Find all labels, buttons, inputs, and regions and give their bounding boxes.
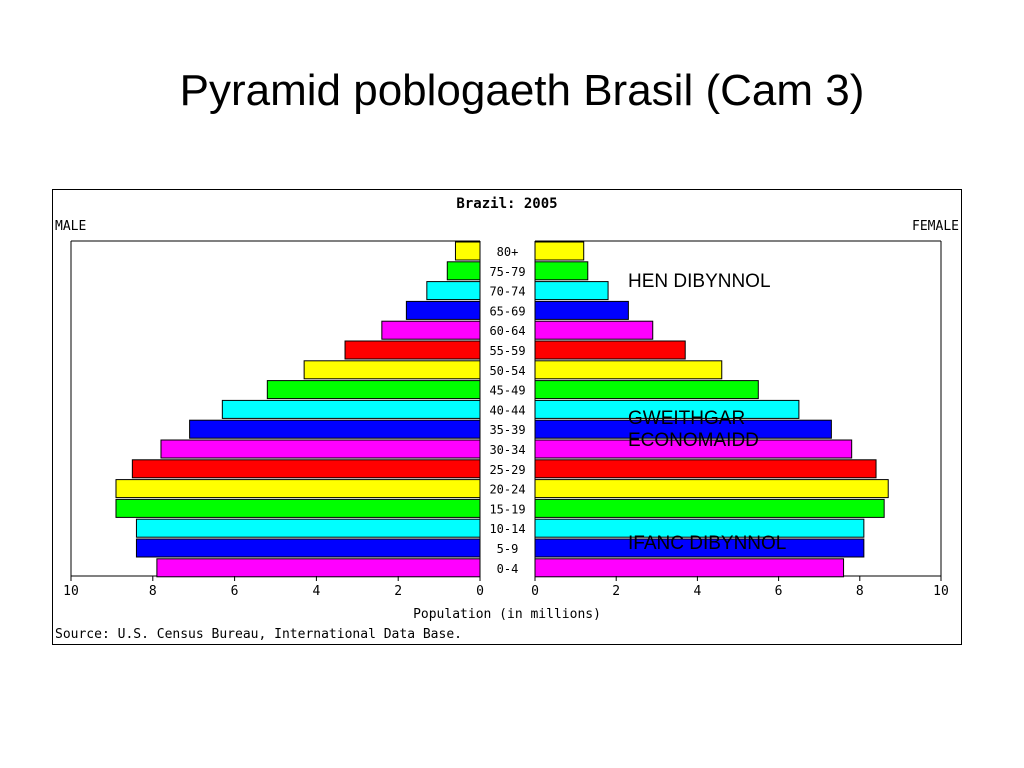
male-bar-25-29 <box>131 459 481 479</box>
age-group-label: 50-54 <box>489 364 525 378</box>
female-bar-50-54 <box>534 360 723 380</box>
male-bar-55-59 <box>344 340 481 360</box>
age-group-label: 25-29 <box>489 463 525 477</box>
male-bar-45-49 <box>266 380 481 400</box>
female-bar-0-4 <box>534 558 845 578</box>
female-tick-label: 8 <box>856 584 864 599</box>
slide-title: Pyramid poblogaeth Brasil (Cam 3) <box>179 66 865 115</box>
age-group-label: 60-64 <box>489 324 525 338</box>
age-labels-layer: 80+ 75-79 70-74 65-69 60-64 55-59 50-54 45-49 40… <box>489 245 525 576</box>
bars-layer <box>115 241 889 578</box>
age-group-label: 65-69 <box>489 304 525 318</box>
male-bar-70-74 <box>426 281 481 301</box>
annotation-workers: GWEITHGAR ECONOMAIDD <box>628 408 759 451</box>
male-bar-15-19 <box>115 498 481 518</box>
female-tick-label: 10 <box>933 584 949 599</box>
male-bar-60-64 <box>381 320 481 340</box>
age-group-label: 70-74 <box>489 285 525 299</box>
x-axis-label: Population (in millions) <box>413 607 601 622</box>
male-tick-label: 6 <box>231 584 239 599</box>
female-bar-70-74 <box>534 281 609 301</box>
age-group-label: 10-14 <box>489 522 525 536</box>
male-bar-50-54 <box>303 360 481 380</box>
male-bar-35-39 <box>189 419 481 439</box>
age-group-label: 30-34 <box>489 443 525 457</box>
male-label: MALE <box>55 219 86 234</box>
female-bar-75-79 <box>534 261 589 281</box>
age-group-label: 15-19 <box>489 502 525 516</box>
female-bar-80+ <box>534 241 585 261</box>
female-bar-10-14 <box>534 518 865 538</box>
male-bar-40-44 <box>221 399 481 419</box>
female-bar-15-19 <box>534 498 885 518</box>
population-pyramid-chart: Brazil: 2005 MALE FEMALE 80+ 75-79 70-74 65… <box>52 189 962 645</box>
male-tick-label: 4 <box>312 584 320 599</box>
female-tick-label: 0 <box>531 584 539 599</box>
age-group-label: 5-9 <box>497 542 519 556</box>
female-tick-label: 6 <box>775 584 783 599</box>
male-bar-65-69 <box>405 300 481 320</box>
male-bar-20-24 <box>115 479 481 499</box>
age-group-label: 0-4 <box>497 562 519 576</box>
age-group-label: 75-79 <box>489 265 525 279</box>
male-bar-0-4 <box>156 558 481 578</box>
male-tick-label: 10 <box>63 584 79 599</box>
age-group-label: 40-44 <box>489 403 525 417</box>
age-group-label: 35-39 <box>489 423 525 437</box>
female-bar-40-44 <box>534 399 800 419</box>
annotation-young-dependent: IFANC DIBYNNOL <box>628 533 787 554</box>
female-tick-label: 2 <box>612 584 620 599</box>
chart-title: Brazil: 2005 <box>456 196 557 212</box>
age-group-label: 45-49 <box>489 384 525 398</box>
male-tick-label: 8 <box>149 584 157 599</box>
male-tick-label: 0 <box>476 584 484 599</box>
female-bar-35-39 <box>534 419 832 439</box>
pyramid-svg: Brazil: 2005 MALE FEMALE 80+75-7970-7465… <box>55 196 959 642</box>
annotation-old-dependent: HEN DIBYNNOL <box>628 271 771 292</box>
male-bar-5-9 <box>135 538 481 558</box>
female-bar-5-9 <box>534 538 865 558</box>
female-bar-65-69 <box>534 300 629 320</box>
age-group-label: 80+ <box>497 245 519 259</box>
female-label: FEMALE <box>912 219 959 234</box>
male-bar-80+ <box>454 241 481 261</box>
female-bar-20-24 <box>534 479 889 499</box>
male-bar-75-79 <box>446 261 481 281</box>
age-group-label: 20-24 <box>489 483 525 497</box>
male-bar-30-34 <box>160 439 481 459</box>
female-bar-55-59 <box>534 340 686 360</box>
female-bar-30-34 <box>534 439 853 459</box>
male-tick-label: 2 <box>394 584 402 599</box>
female-tick-label: 4 <box>693 584 701 599</box>
age-group-label: 55-59 <box>489 344 525 358</box>
female-bar-45-49 <box>534 380 759 400</box>
male-bar-10-14 <box>135 518 481 538</box>
source-note: Source: U.S. Census Bureau, Internationa… <box>55 627 462 642</box>
female-bar-60-64 <box>534 320 654 340</box>
female-bar-25-29 <box>534 459 877 479</box>
ticks-layer: 0 0 2 2 4 4 6 6 8 8 10 10 <box>63 576 949 599</box>
